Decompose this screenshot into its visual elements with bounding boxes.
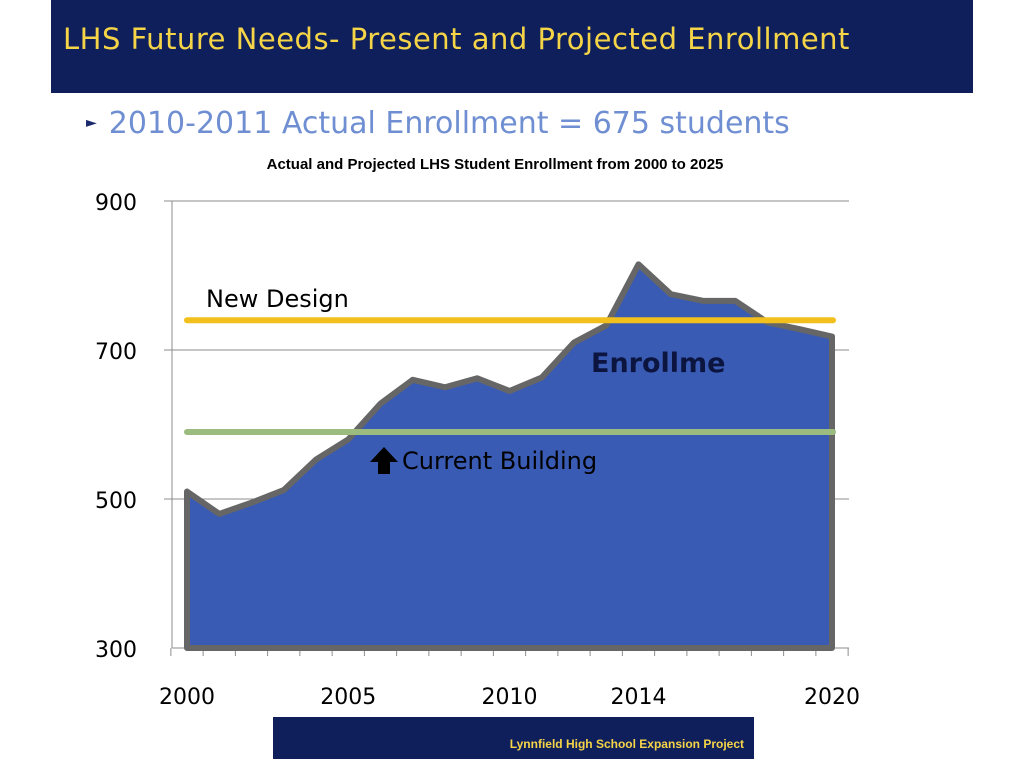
y-tick-label: 300 <box>95 638 137 663</box>
annotations: New Design Enrollme Current Building <box>206 285 726 475</box>
footer-text: Lynnfield High School Expansion Project <box>509 737 744 751</box>
x-tick-label: 2020 <box>804 685 860 710</box>
enrollment-area <box>184 261 835 651</box>
y-tick-label: 900 <box>95 191 137 216</box>
y-tick-label: 500 <box>95 489 137 514</box>
y-tick-label: 700 <box>95 340 137 365</box>
chart-title: Actual and Projected LHS Student Enrollm… <box>267 156 724 173</box>
reference-lines <box>184 317 836 435</box>
bullet-arrow-icon: ► <box>86 115 97 131</box>
x-tick-label: 2010 <box>482 685 538 710</box>
up-arrow-icon <box>370 447 398 474</box>
x-tick-label: 2005 <box>320 685 376 710</box>
enrollment-chart: Actual and Projected LHS Student Enrollm… <box>95 156 860 710</box>
x-axis: 2000 2005 2010 2014 2020 <box>159 647 860 710</box>
enrollment-label: Enrollme <box>591 348 726 379</box>
slide-title: LHS Future Needs- Present and Projected … <box>63 22 850 56</box>
bullet-text: 2010-2011 Actual Enrollment = 675 studen… <box>108 106 790 141</box>
bullet-row: ► 2010-2011 Actual Enrollment = 675 stude… <box>86 106 790 141</box>
y-axis: 900 700 500 300 <box>95 191 173 663</box>
x-tick-label: 2000 <box>159 685 215 710</box>
title-bar: LHS Future Needs- Present and Projected … <box>51 0 973 93</box>
new-design-label: New Design <box>206 285 349 313</box>
x-tick-label: 2014 <box>611 685 667 710</box>
current-building-label: Current Building <box>402 447 597 475</box>
footer-bar: Lynnfield High School Expansion Project <box>273 717 754 759</box>
